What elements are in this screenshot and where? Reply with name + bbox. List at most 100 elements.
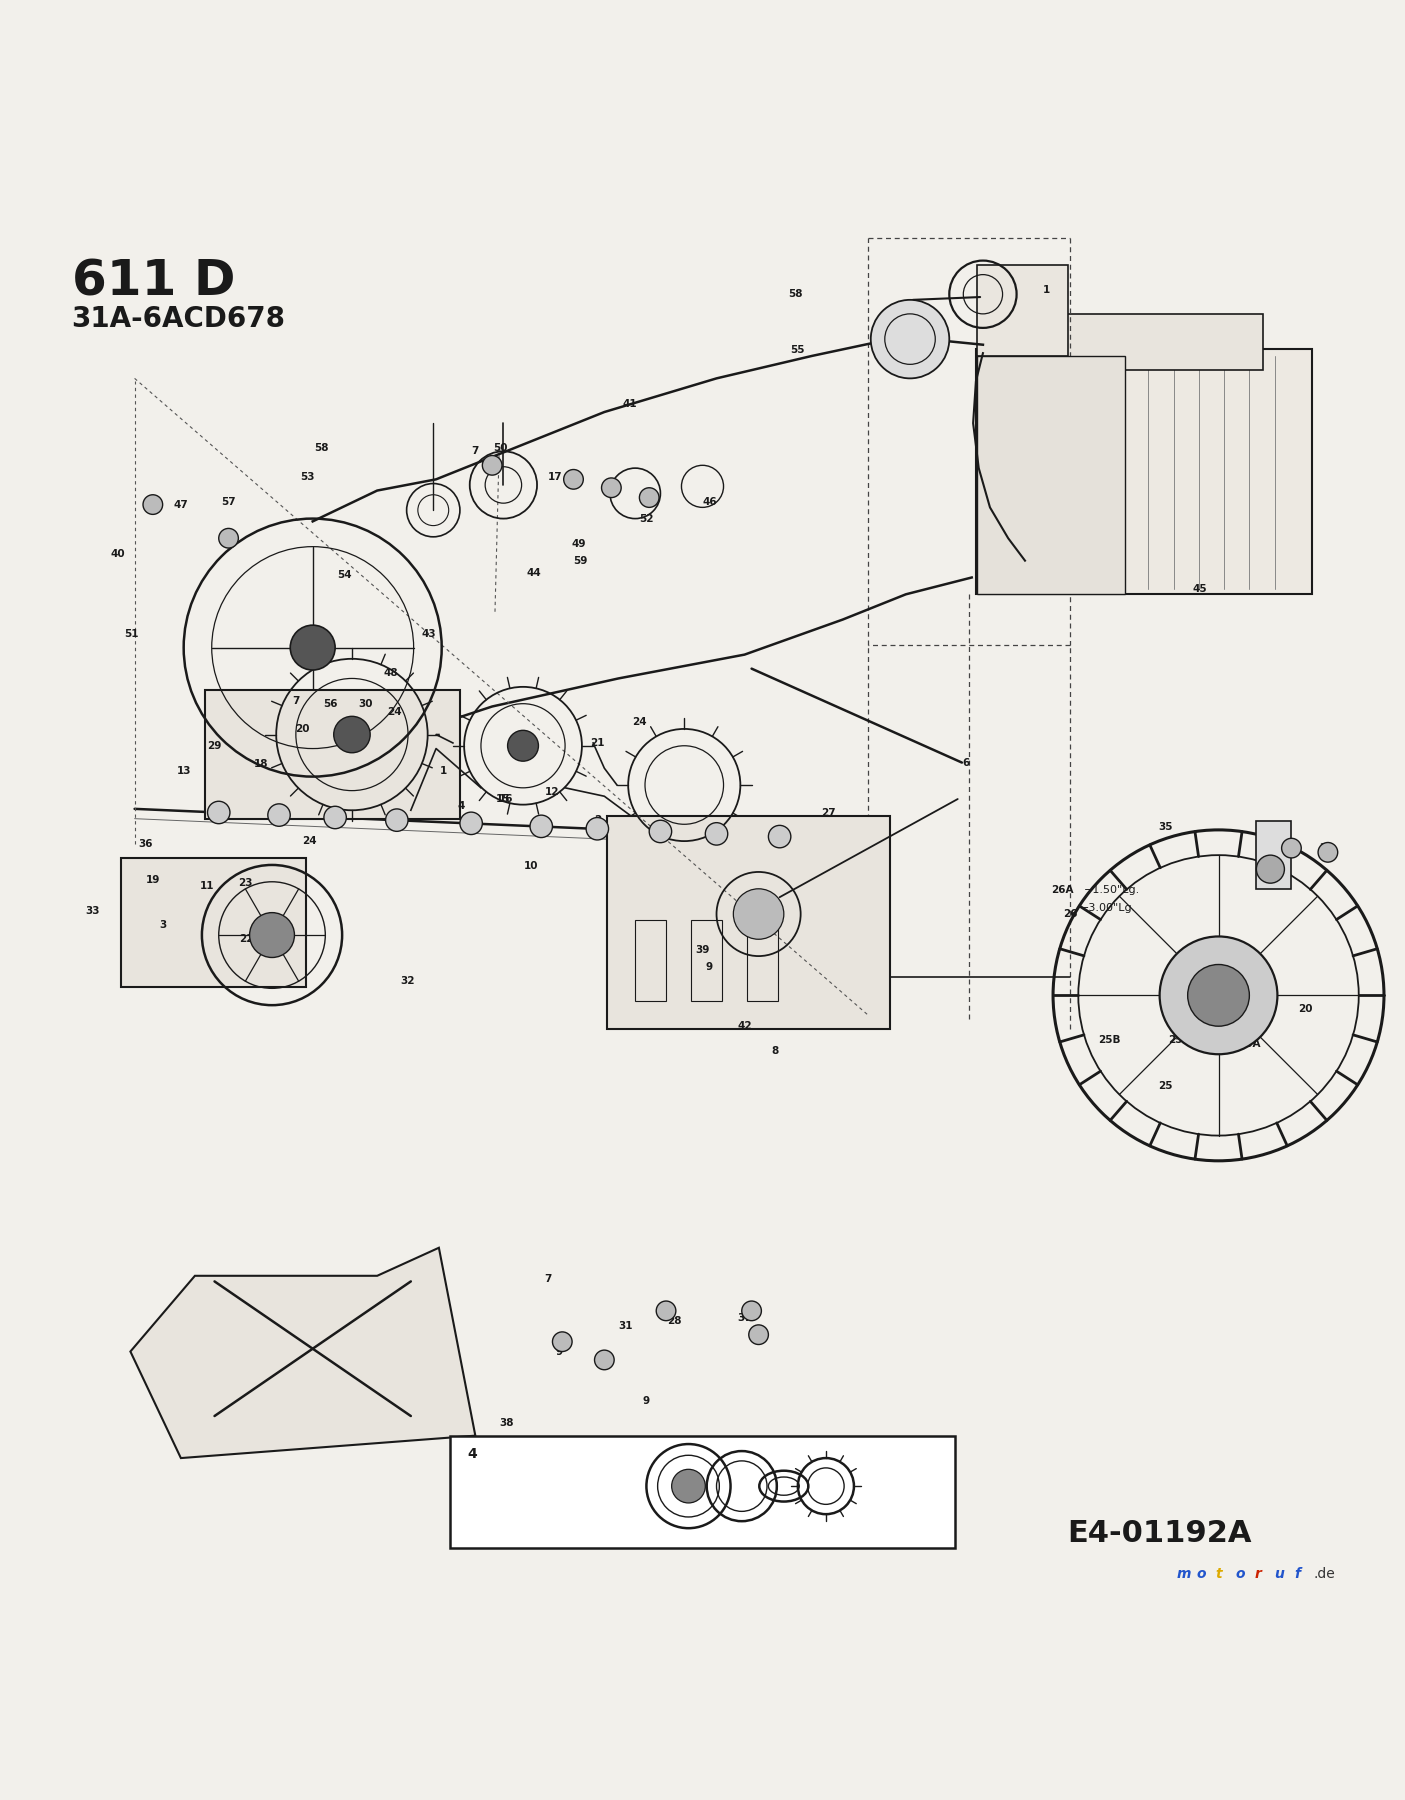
Text: 7: 7 xyxy=(472,446,479,455)
Circle shape xyxy=(208,801,230,824)
Text: 30: 30 xyxy=(358,698,374,709)
Text: 47: 47 xyxy=(173,500,188,509)
Text: 43: 43 xyxy=(422,628,437,639)
Text: 52: 52 xyxy=(639,513,653,524)
Text: 1: 1 xyxy=(1043,284,1050,295)
Text: 24: 24 xyxy=(302,837,318,846)
Bar xyxy=(205,689,459,819)
Text: 14: 14 xyxy=(538,824,552,835)
Text: 61: 61 xyxy=(649,1465,663,1474)
Text: 36: 36 xyxy=(139,839,153,850)
Text: 28: 28 xyxy=(1319,842,1333,853)
Text: f: f xyxy=(1294,1568,1300,1582)
Circle shape xyxy=(672,1469,705,1503)
Circle shape xyxy=(219,529,239,547)
Bar xyxy=(1005,313,1263,371)
Text: 19: 19 xyxy=(146,875,160,886)
Circle shape xyxy=(1256,855,1284,884)
Circle shape xyxy=(530,815,552,837)
Text: 34: 34 xyxy=(1270,853,1284,862)
Text: 42: 42 xyxy=(738,1021,752,1031)
Text: 20: 20 xyxy=(295,724,311,734)
Text: 6: 6 xyxy=(962,758,969,767)
Circle shape xyxy=(1281,839,1301,859)
Text: 50: 50 xyxy=(493,443,507,454)
Bar xyxy=(121,859,306,986)
Bar xyxy=(978,265,1068,356)
Text: 39: 39 xyxy=(695,945,710,956)
Text: 57: 57 xyxy=(221,497,236,508)
Text: o: o xyxy=(1196,1568,1205,1582)
Text: 7: 7 xyxy=(545,1274,552,1283)
Text: 7: 7 xyxy=(292,697,299,706)
Text: 28: 28 xyxy=(667,1316,681,1325)
Circle shape xyxy=(1159,936,1277,1055)
Text: 25B: 25B xyxy=(1097,1035,1120,1046)
Text: 53: 53 xyxy=(299,472,315,482)
Text: .de: .de xyxy=(1314,1568,1336,1582)
Circle shape xyxy=(507,731,538,761)
Text: −3.00"Lg.: −3.00"Lg. xyxy=(1079,904,1137,913)
Circle shape xyxy=(325,806,347,828)
Text: 33: 33 xyxy=(86,905,100,916)
Text: 60: 60 xyxy=(710,1487,724,1498)
Text: 41: 41 xyxy=(622,398,636,409)
Text: E4-01192A: E4-01192A xyxy=(1066,1519,1252,1548)
Text: 9: 9 xyxy=(1043,387,1050,398)
Text: 46: 46 xyxy=(702,497,717,508)
Circle shape xyxy=(639,488,659,508)
Text: u: u xyxy=(1274,1568,1284,1582)
Text: 27: 27 xyxy=(822,808,836,817)
Text: 2: 2 xyxy=(594,815,601,824)
Text: 22: 22 xyxy=(239,934,254,945)
Bar xyxy=(607,815,891,1030)
Circle shape xyxy=(334,716,370,752)
Circle shape xyxy=(1187,965,1249,1026)
Bar xyxy=(450,1436,955,1548)
Text: 54: 54 xyxy=(337,569,353,580)
Bar xyxy=(747,920,778,1001)
Circle shape xyxy=(733,889,784,940)
Circle shape xyxy=(250,913,295,958)
Bar xyxy=(691,920,722,1001)
Text: 4: 4 xyxy=(458,801,465,812)
Circle shape xyxy=(749,1325,769,1345)
Text: 62: 62 xyxy=(822,1465,836,1474)
Circle shape xyxy=(482,455,502,475)
Text: 1: 1 xyxy=(440,767,447,776)
Bar xyxy=(976,349,1312,594)
Circle shape xyxy=(552,1332,572,1352)
Text: 58: 58 xyxy=(788,290,802,299)
Text: r: r xyxy=(1255,1568,1262,1582)
Text: 17: 17 xyxy=(548,472,562,482)
Text: t: t xyxy=(1215,1568,1222,1582)
Text: 611 D: 611 D xyxy=(72,257,235,306)
Circle shape xyxy=(705,823,728,844)
Text: 65: 65 xyxy=(684,1492,698,1503)
Circle shape xyxy=(268,805,291,826)
Text: 48: 48 xyxy=(384,668,399,679)
Text: 11: 11 xyxy=(201,880,215,891)
Text: 25: 25 xyxy=(1158,1082,1173,1091)
Text: 24: 24 xyxy=(632,716,646,727)
Text: 21: 21 xyxy=(590,738,604,749)
Text: 56: 56 xyxy=(323,698,339,709)
Text: −1.50"Lg.: −1.50"Lg. xyxy=(1083,886,1139,895)
Circle shape xyxy=(871,301,950,378)
Text: 58: 58 xyxy=(313,443,329,454)
Bar xyxy=(1256,821,1291,889)
Circle shape xyxy=(1318,842,1338,862)
Text: 59: 59 xyxy=(573,556,587,565)
Text: 9: 9 xyxy=(705,963,714,972)
Text: 55: 55 xyxy=(791,346,805,355)
Circle shape xyxy=(291,625,336,670)
Text: 35: 35 xyxy=(1158,823,1173,832)
Text: 40: 40 xyxy=(111,549,125,558)
Text: 8: 8 xyxy=(771,1046,778,1057)
Circle shape xyxy=(143,495,163,515)
Text: 4: 4 xyxy=(466,1447,476,1462)
Text: 13: 13 xyxy=(177,767,191,776)
Text: 4: 4 xyxy=(524,1442,531,1453)
Circle shape xyxy=(594,1350,614,1370)
Text: 24: 24 xyxy=(386,707,402,716)
